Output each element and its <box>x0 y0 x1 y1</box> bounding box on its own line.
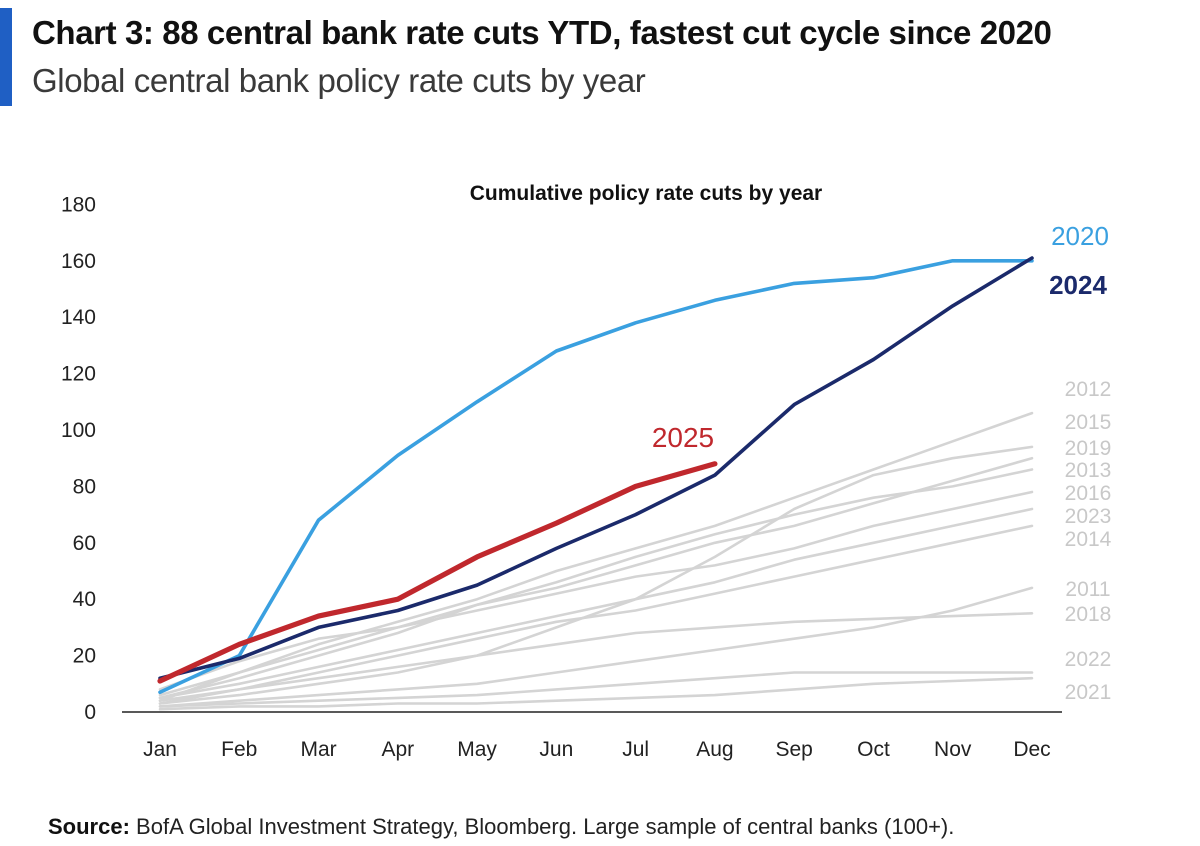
series-label-2023: 2023 <box>1065 505 1112 528</box>
x-tick-label-mar: Mar <box>300 738 336 761</box>
series-label-2014: 2014 <box>1065 528 1112 551</box>
source-text: BofA Global Investment Strategy, Bloombe… <box>136 814 955 839</box>
x-tick-label-sep: Sep <box>775 738 812 761</box>
series-line-2021 <box>158 676 1034 711</box>
series-line-2014 <box>158 524 1034 702</box>
x-tick-label-jan: Jan <box>143 738 177 761</box>
series-label-2022: 2022 <box>1065 648 1112 671</box>
series-label-2025: 2025 <box>652 422 714 453</box>
x-tick-label-jul: Jul <box>622 738 649 761</box>
x-tick-label-aug: Aug <box>696 738 733 761</box>
series-line-2015 <box>158 411 1034 702</box>
series-label-2012: 2012 <box>1065 378 1112 401</box>
chart-title: Chart 3: 88 central bank rate cuts YTD, … <box>32 14 1052 51</box>
y-tick-label-100: 100 <box>61 419 96 442</box>
series-label-2011: 2011 <box>1065 578 1110 601</box>
series-line-2020 <box>158 259 1034 695</box>
y-tick-label-80: 80 <box>73 475 96 498</box>
series-line-2024 <box>158 256 1034 680</box>
series-label-2016: 2016 <box>1065 482 1112 505</box>
y-tick-label-120: 120 <box>61 363 96 386</box>
y-tick-label-180: 180 <box>61 193 96 216</box>
series-line-2019 <box>158 445 1034 705</box>
x-tick-label-oct: Oct <box>857 738 890 761</box>
plot-title: Cumulative policy rate cuts by year <box>470 182 822 205</box>
y-tick-label-140: 140 <box>61 306 96 329</box>
series-line-2018 <box>158 612 1034 705</box>
series-label-2024: 2024 <box>1049 270 1107 300</box>
series-label-2018: 2018 <box>1065 603 1112 626</box>
series-line-2025 <box>157 461 718 684</box>
x-tick-label-jun: Jun <box>539 738 573 761</box>
source-note: Source: BofA Global Investment Strategy,… <box>48 814 954 840</box>
y-tick-label-160: 160 <box>61 250 96 273</box>
accent-bar <box>0 8 12 106</box>
y-tick-label-0: 0 <box>84 701 96 724</box>
series-line-2023 <box>158 507 1034 700</box>
x-tick-label-may: May <box>457 738 497 761</box>
y-tick-label-40: 40 <box>73 588 96 611</box>
x-tick-label-feb: Feb <box>221 738 257 761</box>
y-tick-label-20: 20 <box>73 645 96 668</box>
series-line-2022 <box>158 671 1034 708</box>
series-label-2021: 2021 <box>1065 681 1112 704</box>
series-line-2013 <box>158 456 1034 697</box>
chart-subtitle: Global central bank policy rate cuts by … <box>32 62 646 99</box>
x-tick-label-nov: Nov <box>934 738 972 761</box>
series-label-2020: 2020 <box>1051 221 1109 251</box>
series-line-2011 <box>158 586 1034 708</box>
series-label-2019: 2019 <box>1065 437 1112 460</box>
series-line-2016 <box>158 490 1034 691</box>
series-line-2012 <box>158 468 1034 700</box>
x-tick-label-apr: Apr <box>381 738 414 761</box>
y-tick-label-60: 60 <box>73 532 96 555</box>
x-tick-label-dec: Dec <box>1013 738 1050 761</box>
source-label: Source: <box>48 814 130 839</box>
series-label-2015: 2015 <box>1065 411 1112 434</box>
series-label-2013: 2013 <box>1065 459 1112 482</box>
